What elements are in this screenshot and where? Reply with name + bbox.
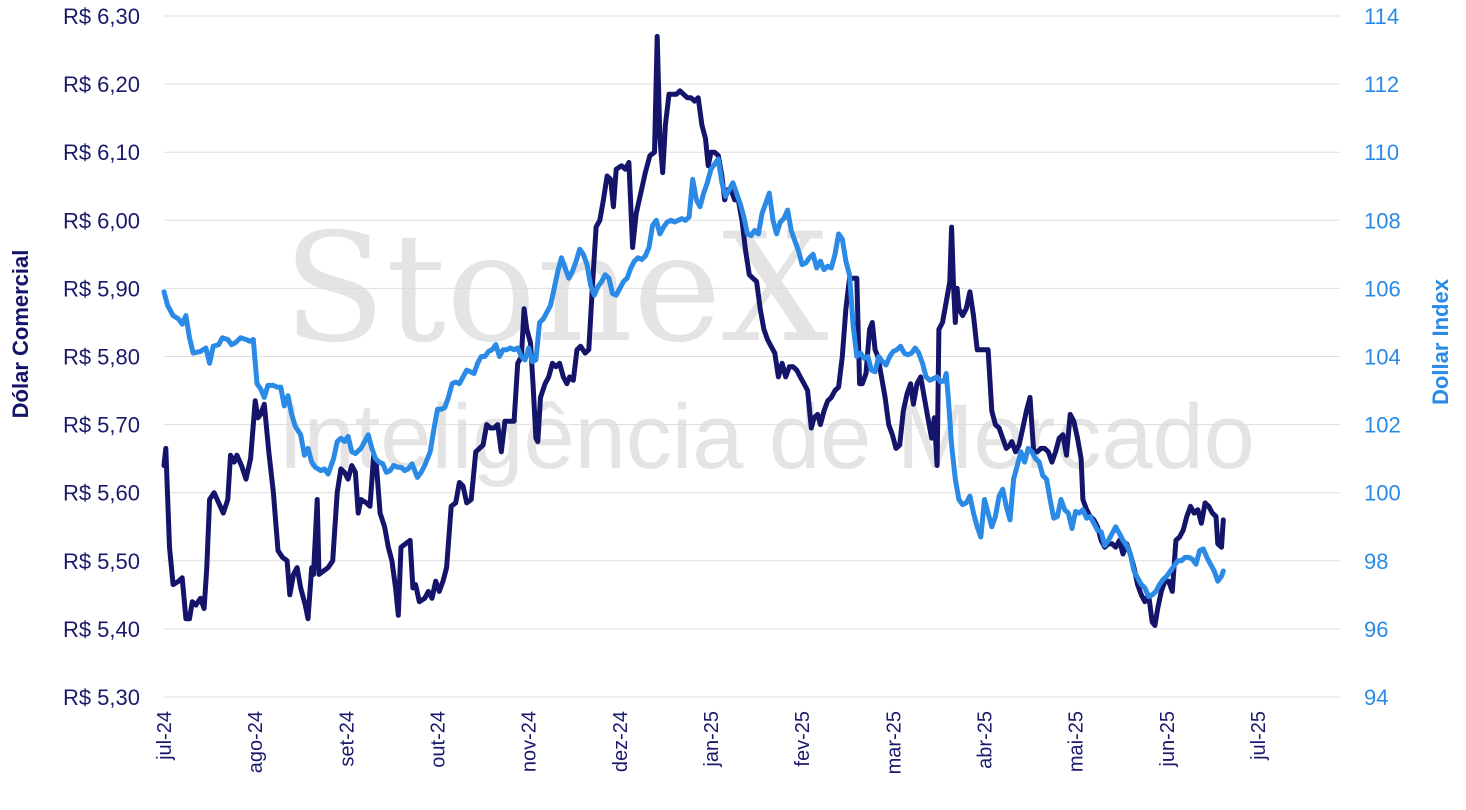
x-tick-label: out-24 bbox=[427, 711, 449, 768]
x-tick-label: mai-25 bbox=[1066, 711, 1088, 772]
left-tick-label: R$ 5,30 bbox=[63, 685, 140, 710]
x-tick-label: mar-25 bbox=[883, 711, 905, 774]
right-tick-label: 102 bbox=[1364, 413, 1401, 438]
right-tick-label: 98 bbox=[1364, 549, 1388, 574]
watermark: StoneX Inteligência de Mercado bbox=[278, 202, 1255, 488]
x-tick-label: nov-24 bbox=[519, 711, 541, 772]
left-tick-label: R$ 5,70 bbox=[63, 413, 140, 438]
left-tick-label: R$ 6,00 bbox=[63, 208, 140, 233]
right-tick-label: 110 bbox=[1364, 140, 1399, 165]
left-tick-label: R$ 5,40 bbox=[63, 617, 140, 642]
left-tick-label: R$ 6,10 bbox=[63, 140, 140, 165]
right-axis-title: Dollar Index bbox=[1428, 278, 1453, 405]
x-tick-label: jul-25 bbox=[1248, 711, 1270, 761]
right-tick-label: 108 bbox=[1364, 208, 1401, 233]
x-tick-label: ago-24 bbox=[245, 711, 267, 773]
gridlines bbox=[164, 15, 1340, 698]
x-tick-label: fev-25 bbox=[792, 711, 814, 767]
right-tick-label: 106 bbox=[1364, 276, 1401, 301]
right-tick-label: 94 bbox=[1364, 685, 1388, 710]
x-tick-label: set-24 bbox=[336, 711, 358, 767]
x-tick-label: jul-24 bbox=[154, 711, 176, 761]
right-tick-label: 100 bbox=[1364, 481, 1401, 506]
left-tick-label: R$ 6,30 bbox=[63, 4, 140, 29]
left-tick-label: R$ 5,60 bbox=[63, 481, 140, 506]
right-tick-label: 96 bbox=[1364, 617, 1388, 642]
series-layer bbox=[161, 33, 1226, 628]
x-tick-label: jun-25 bbox=[1157, 711, 1179, 768]
left-tick-label: R$ 5,80 bbox=[63, 345, 140, 370]
left-tick-label: R$ 5,50 bbox=[63, 549, 140, 574]
x-tick-label: jan-25 bbox=[701, 711, 723, 768]
right-axis-ticks: 114 112 110 108 106 104 102 100 98 96 94 bbox=[1364, 4, 1401, 710]
series-line-dolar-comercial bbox=[161, 33, 1226, 628]
series-line-dollar-index bbox=[161, 156, 1226, 600]
right-tick-label: 114 bbox=[1364, 4, 1399, 29]
x-tick-label: abr-25 bbox=[974, 711, 996, 769]
right-tick-label: 112 bbox=[1364, 72, 1399, 97]
left-tick-label: R$ 6,20 bbox=[63, 72, 140, 97]
left-axis-title: Dólar Comercial bbox=[8, 250, 33, 419]
right-tick-label: 104 bbox=[1364, 345, 1401, 370]
left-tick-label: R$ 5,90 bbox=[63, 276, 140, 301]
x-axis-ticks: jul-24 ago-24 set-24 out-24 nov-24 dez-24 jan-… bbox=[154, 711, 1270, 774]
x-tick-label: dez-24 bbox=[610, 711, 632, 772]
left-axis-ticks: R$ 6,30 R$ 6,20 R$ 6,10 R$ 6,00 R$ 5,90 R$ 5,… bbox=[63, 4, 140, 710]
watermark-tagline: Inteligência de Mercado bbox=[278, 386, 1255, 488]
